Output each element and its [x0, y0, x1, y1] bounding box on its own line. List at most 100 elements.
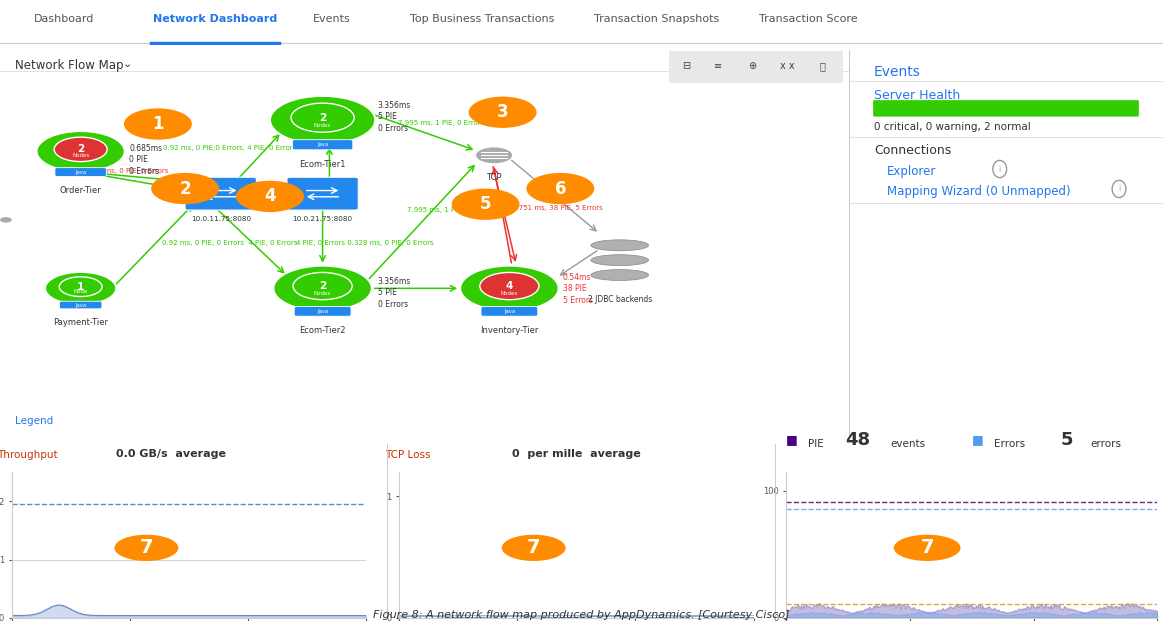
Text: 7.995 ms, 1 PIE, 0 Errors: 7.995 ms, 1 PIE, 0 Errors — [398, 120, 485, 126]
Circle shape — [273, 266, 372, 311]
Text: 4: 4 — [506, 281, 513, 291]
Circle shape — [151, 173, 219, 204]
Text: 2: 2 — [77, 144, 84, 155]
Text: Top Business Transactions: Top Business Transactions — [411, 14, 555, 24]
Text: 0.92 ms, 0 PIE;0 Errors, 4 PIE, 0 Errors: 0.92 ms, 0 PIE;0 Errors, 4 PIE, 0 Errors — [163, 145, 295, 152]
Text: 6: 6 — [555, 179, 566, 197]
Text: Errors: Errors — [994, 438, 1025, 448]
Circle shape — [476, 147, 513, 164]
Text: Throughput: Throughput — [0, 450, 58, 460]
Text: Java: Java — [76, 170, 86, 175]
Text: Figure 8: A network flow map produced by AppDynamics. [Courtesy Cisco]: Figure 8: A network flow map produced by… — [373, 610, 790, 620]
Circle shape — [461, 266, 558, 311]
FancyBboxPatch shape — [294, 307, 351, 316]
FancyBboxPatch shape — [665, 50, 847, 84]
Text: Events: Events — [313, 14, 350, 24]
Text: 5: 5 — [1061, 430, 1073, 448]
Circle shape — [501, 535, 565, 561]
Text: ■: ■ — [786, 433, 798, 446]
Text: 2: 2 — [319, 281, 327, 291]
Text: ⊕: ⊕ — [749, 61, 756, 71]
Text: Events: Events — [875, 65, 921, 79]
Text: 2 JDBC backends: 2 JDBC backends — [587, 294, 652, 304]
Text: 0.751 ms, 38 PIE, 5 Errors: 0.751 ms, 38 PIE, 5 Errors — [512, 205, 602, 211]
Text: ⌄: ⌄ — [123, 60, 133, 70]
Text: 3.356ms
5 PIE
0 Errors: 3.356ms 5 PIE 0 Errors — [378, 276, 411, 309]
Text: 0  per mille  average: 0 per mille average — [512, 449, 641, 459]
Text: Ecom-Tier2: Ecom-Tier2 — [299, 326, 345, 335]
FancyBboxPatch shape — [59, 301, 102, 309]
Circle shape — [894, 535, 961, 561]
FancyBboxPatch shape — [481, 307, 537, 316]
Text: TCP: TCP — [486, 173, 502, 181]
Circle shape — [59, 277, 102, 297]
Text: Java: Java — [76, 302, 86, 307]
Text: 4: 4 — [264, 188, 276, 206]
FancyBboxPatch shape — [873, 100, 1139, 117]
Circle shape — [293, 273, 352, 300]
Text: Explorer: Explorer — [886, 165, 936, 178]
Text: 0 critical, 0 warning, 2 normal: 0 critical, 0 warning, 2 normal — [875, 122, 1030, 132]
Circle shape — [236, 181, 304, 212]
Text: Ecom-Tier1: Ecom-Tier1 — [299, 160, 345, 169]
Text: x x: x x — [780, 61, 794, 71]
Text: 7.995 ms, 1 PIE, 0 Errors: 7.995 ms, 1 PIE, 0 Errors — [407, 207, 493, 213]
Text: 7: 7 — [140, 538, 154, 557]
Text: Dashboard: Dashboard — [34, 14, 94, 24]
Text: Transaction Snapshots: Transaction Snapshots — [594, 14, 720, 24]
Text: 10.0.11.75:8080: 10.0.11.75:8080 — [191, 216, 251, 222]
Text: ≡: ≡ — [714, 61, 721, 71]
FancyBboxPatch shape — [287, 177, 358, 210]
Text: Mapping Wizard (0 Unmapped): Mapping Wizard (0 Unmapped) — [886, 184, 1070, 197]
Circle shape — [291, 103, 355, 132]
Text: 1: 1 — [152, 115, 164, 133]
Text: Connections: Connections — [875, 144, 951, 157]
Text: 0.685ms
0 PIE
0 Errors: 0.685ms 0 PIE 0 Errors — [129, 143, 162, 176]
Ellipse shape — [591, 255, 649, 266]
Circle shape — [55, 137, 107, 161]
Text: PIE: PIE — [808, 438, 825, 448]
Circle shape — [45, 272, 116, 305]
Circle shape — [124, 108, 192, 140]
Circle shape — [480, 273, 538, 300]
Circle shape — [0, 217, 12, 222]
Text: Payment-Tier: Payment-Tier — [53, 318, 108, 327]
Text: 7: 7 — [920, 538, 934, 557]
Text: Network Flow Map: Network Flow Map — [15, 60, 123, 73]
Circle shape — [270, 96, 376, 144]
Circle shape — [469, 97, 536, 128]
Text: 3.356ms
5 PIE
0 Errors: 3.356ms 5 PIE 0 Errors — [378, 101, 411, 133]
Circle shape — [114, 535, 178, 561]
Text: Java: Java — [504, 309, 515, 314]
FancyBboxPatch shape — [185, 177, 256, 210]
Ellipse shape — [591, 240, 649, 251]
Text: ■: ■ — [972, 433, 984, 446]
Circle shape — [451, 189, 520, 220]
Text: ⤢: ⤢ — [819, 61, 826, 71]
Text: ⊟: ⊟ — [683, 61, 690, 71]
Text: Nodes: Nodes — [314, 291, 331, 296]
Text: 5: 5 — [480, 195, 492, 213]
Text: 3: 3 — [497, 103, 508, 121]
Text: 7: 7 — [527, 538, 541, 557]
Text: Legend: Legend — [15, 416, 53, 426]
Text: errors: errors — [1091, 438, 1121, 448]
Text: Nodes: Nodes — [501, 291, 518, 296]
Text: 48: 48 — [846, 430, 871, 448]
Text: 2: 2 — [179, 179, 191, 197]
Text: 0.685 ms, 0 PIE, 0 Errors: 0.685 ms, 0 PIE, 0 Errors — [83, 168, 169, 174]
Text: 2: 2 — [319, 112, 327, 123]
FancyBboxPatch shape — [55, 168, 106, 176]
Text: Node: Node — [73, 289, 88, 294]
Text: 4 PIE, 0 Errors 0.328 ms, 0 PIE, 0 Errors: 4 PIE, 0 Errors 0.328 ms, 0 PIE, 0 Error… — [297, 240, 434, 247]
Text: Nodes: Nodes — [314, 123, 331, 128]
Text: events: events — [890, 438, 926, 448]
Text: Server Health: Server Health — [875, 89, 961, 102]
FancyBboxPatch shape — [292, 140, 352, 150]
Text: 0.92 ms, 0 PIE, 0 Errors  4 PIE, 0 Errors: 0.92 ms, 0 PIE, 0 Errors 4 PIE, 0 Errors — [162, 240, 297, 247]
Circle shape — [527, 173, 594, 204]
Circle shape — [36, 131, 124, 172]
Text: Java: Java — [317, 309, 328, 314]
Text: 1: 1 — [77, 282, 84, 292]
Text: i: i — [999, 165, 1001, 173]
